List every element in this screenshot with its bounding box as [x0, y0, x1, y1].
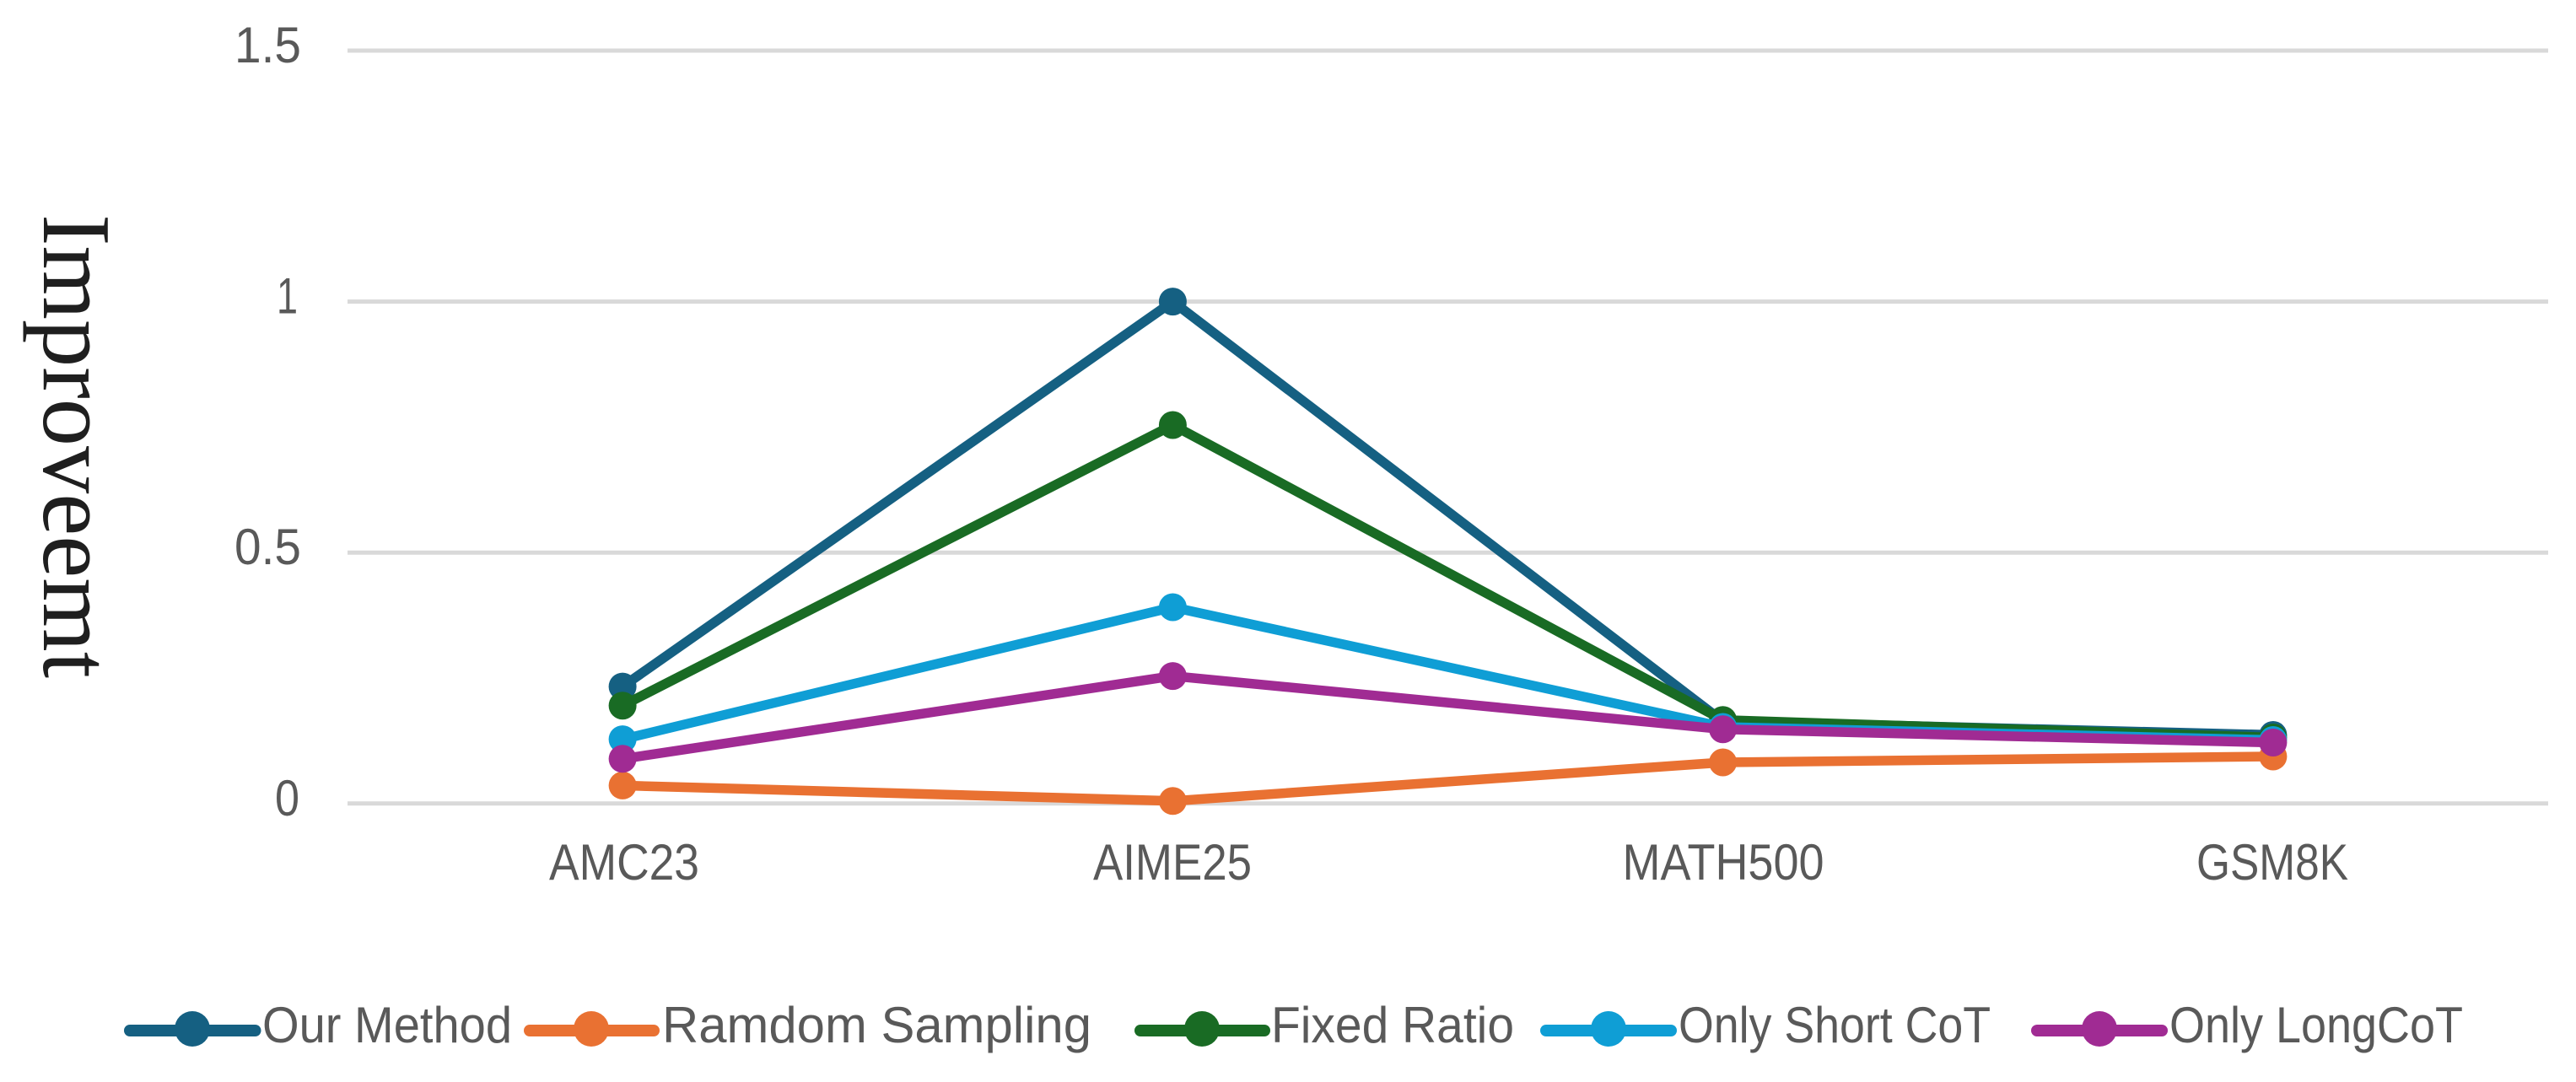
svg-text:Only LongCoT: Only LongCoT — [2169, 997, 2463, 1053]
svg-text:Our Method: Our Method — [262, 997, 512, 1053]
svg-text:Improveemt: Improveemt — [23, 214, 130, 678]
svg-text:AIME25: AIME25 — [1093, 834, 1252, 891]
svg-text:1.5: 1.5 — [234, 17, 301, 73]
svg-text:Fixed Ratio: Fixed Ratio — [1271, 997, 1514, 1053]
svg-text:Ramdom Sampling: Ramdom Sampling — [662, 997, 1091, 1053]
svg-text:Only Short CoT: Only Short CoT — [1679, 997, 1991, 1053]
svg-text:MATH500: MATH500 — [1623, 834, 1824, 891]
svg-text:GSM8K: GSM8K — [2196, 834, 2348, 891]
svg-text:AMC23: AMC23 — [549, 834, 699, 891]
svg-text:0.5: 0.5 — [234, 519, 301, 575]
svg-text:0: 0 — [275, 770, 299, 826]
svg-text:1: 1 — [277, 268, 298, 325]
